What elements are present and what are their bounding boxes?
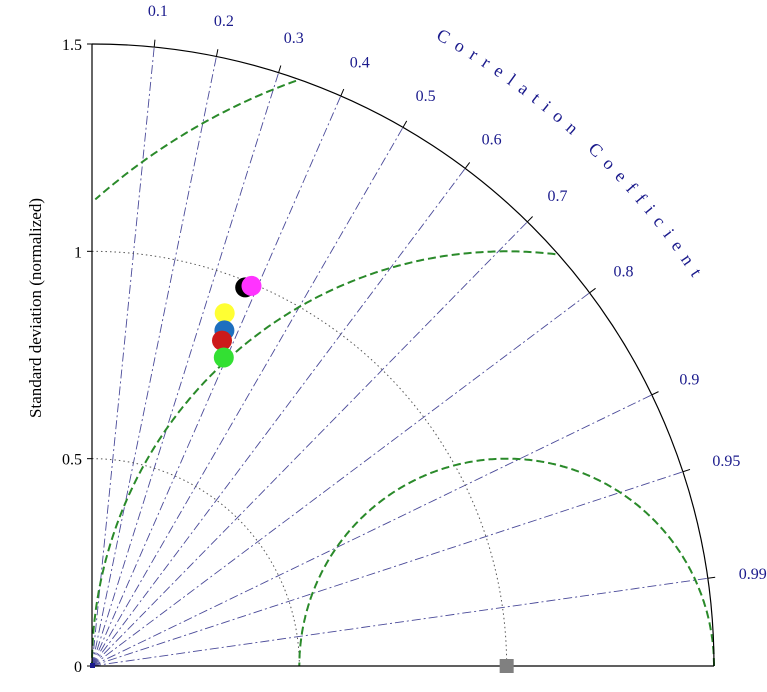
correlation-tick [707, 576, 716, 579]
y-tick-label: 0 [74, 659, 82, 676]
outer-arc [91, 43, 715, 667]
correlation-tick [651, 391, 659, 396]
correlation-labels: 0.1 0.2 0.3 0.4 0.5 0.6 0.7 0.8 0.9 0.95 0.99 [148, 3, 767, 583]
correlation-tick [153, 39, 156, 48]
correlation-spoke [91, 394, 652, 667]
correlation-spoke [91, 221, 528, 667]
correlation-spoke [91, 47, 155, 667]
correlation-spoke [91, 292, 590, 667]
data-point [214, 303, 235, 324]
arc-title-text: Correlation Coefficient [433, 24, 706, 280]
correlation-spoke [91, 95, 342, 667]
y-axis-label: Standard deviation (normalized) [26, 198, 45, 418]
correlation-spoke [91, 56, 217, 667]
data-point [241, 275, 262, 296]
correlation-tick [402, 120, 408, 128]
correlation-spoke [91, 72, 280, 667]
correlation-tick [527, 216, 533, 223]
correlation-tick-label: 0.8 [613, 263, 633, 280]
data-point [213, 347, 234, 368]
rms-arc [94, 79, 297, 201]
arc-title: Correlation Coefficient [433, 24, 706, 280]
correlation-tick-label: 0.5 [416, 88, 436, 105]
correlation-tick-label: 0.3 [284, 30, 304, 47]
origin-marker [90, 663, 95, 668]
correlation-tick [215, 49, 219, 57]
correlation-spoke [91, 471, 684, 667]
correlation-tick [464, 162, 471, 169]
y-tick-label: 0.5 [62, 452, 82, 469]
correlation-tick [682, 468, 691, 473]
correlation-spoke [91, 168, 466, 667]
correlation-spoke [91, 577, 708, 667]
correlation-tick-label: 0.1 [148, 3, 168, 20]
tick-labels: 0 0.5 1 1.5 [62, 37, 92, 676]
data-point [212, 330, 232, 351]
correlation-tick-label: 0.7 [548, 188, 568, 205]
reference-marker [499, 659, 514, 673]
std-arc [91, 458, 300, 667]
diagram-frame [91, 43, 715, 667]
correlation-tick-label: 0.2 [214, 13, 234, 30]
correlation-spokes [91, 47, 708, 667]
correlation-spoke [91, 127, 404, 667]
correlation-tick-label: 0.6 [482, 132, 502, 149]
rms-arc [91, 250, 556, 666]
correlation-tick-label: 0.95 [712, 453, 740, 470]
y-tick-label: 1 [74, 244, 82, 261]
rms-arcs [91, 79, 715, 666]
correlation-tick-label: 0.4 [350, 55, 370, 72]
std-arcs [91, 250, 508, 667]
rms-arc [298, 457, 715, 666]
std-arc [91, 250, 508, 667]
correlation-tick [278, 65, 282, 73]
correlation-tick [340, 88, 345, 97]
y-tick-label: 1.5 [62, 37, 82, 54]
correlation-tick-label: 0.9 [679, 372, 699, 389]
correlation-tick [589, 287, 596, 294]
data-points [90, 275, 514, 673]
correlation-tick-label: 0.99 [739, 566, 767, 583]
